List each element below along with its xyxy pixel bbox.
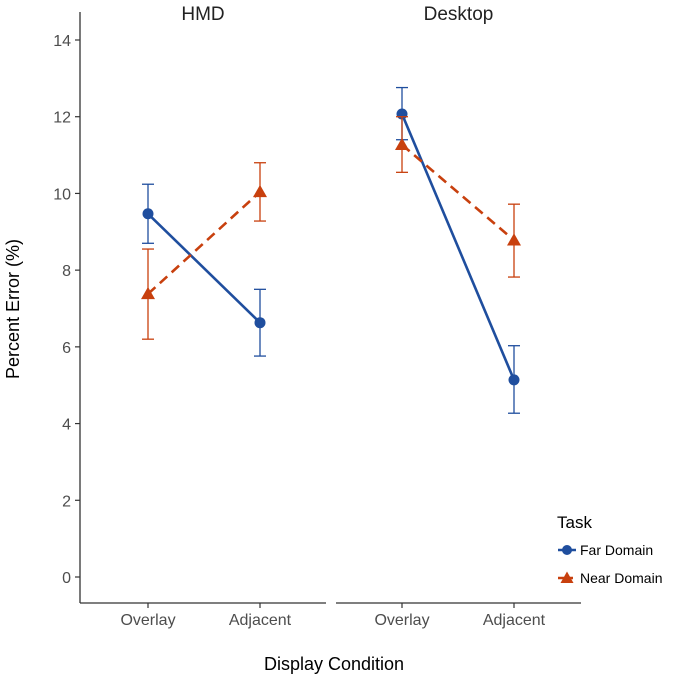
legend-title: Task [557, 513, 592, 532]
x-tick-label: Adjacent [229, 612, 292, 629]
series-near-domain [141, 162, 267, 340]
panel-title: HMD [181, 4, 224, 25]
y-tick-label: 4 [62, 417, 71, 434]
series-line [400, 113, 516, 381]
data-point [253, 184, 267, 198]
legend-item-near-domain: Near Domain [558, 570, 662, 586]
legend-marker [562, 545, 572, 555]
data-point [141, 286, 155, 300]
y-axis: 0 2 4 6 8 10 12 14 [53, 12, 81, 603]
data-point [508, 374, 520, 386]
y-tick-label: 0 [62, 570, 71, 587]
series-line [147, 212, 261, 324]
y-tick-label: 8 [62, 263, 71, 280]
legend-label: Far Domain [580, 542, 653, 558]
legend-items: Far Domain Near Domain [558, 542, 662, 586]
series-line [401, 143, 515, 242]
y-tick-label: 14 [53, 33, 71, 50]
y-tick-label: 12 [53, 110, 71, 127]
x-tick-label: Overlay [374, 612, 429, 629]
panel-hmd: HMD Overlay Adjacent [80, 4, 326, 629]
y-tick-label: 10 [53, 186, 71, 203]
x-axis-title: Display Condition [264, 654, 404, 674]
panel-desktop: Desktop Overlay Adjacent [336, 4, 581, 629]
series-far-domain [142, 183, 266, 357]
data-point [507, 233, 521, 246]
data-point [142, 208, 154, 220]
legend: Task Far Domain Near Domain [557, 513, 662, 586]
series-line [147, 190, 261, 295]
x-tick-label: Overlay [120, 612, 175, 629]
x-tick-label: Adjacent [483, 612, 546, 629]
legend-marker [560, 571, 574, 583]
y-tick-label: 2 [62, 493, 71, 510]
series-far-domain [396, 86, 520, 414]
legend-item-far-domain: Far Domain [558, 542, 653, 558]
panels-layer: 0 2 4 6 8 10 12 14 HMD Overlay Adjacent Desktop Over… [53, 4, 581, 629]
legend-label: Near Domain [580, 570, 662, 586]
y-tick-label: 6 [62, 340, 71, 357]
data-point [254, 317, 266, 329]
y-axis-title: Percent Error (%) [3, 239, 23, 379]
data-point [395, 137, 409, 150]
panel-title: Desktop [424, 4, 494, 25]
series-near-domain [395, 116, 521, 278]
